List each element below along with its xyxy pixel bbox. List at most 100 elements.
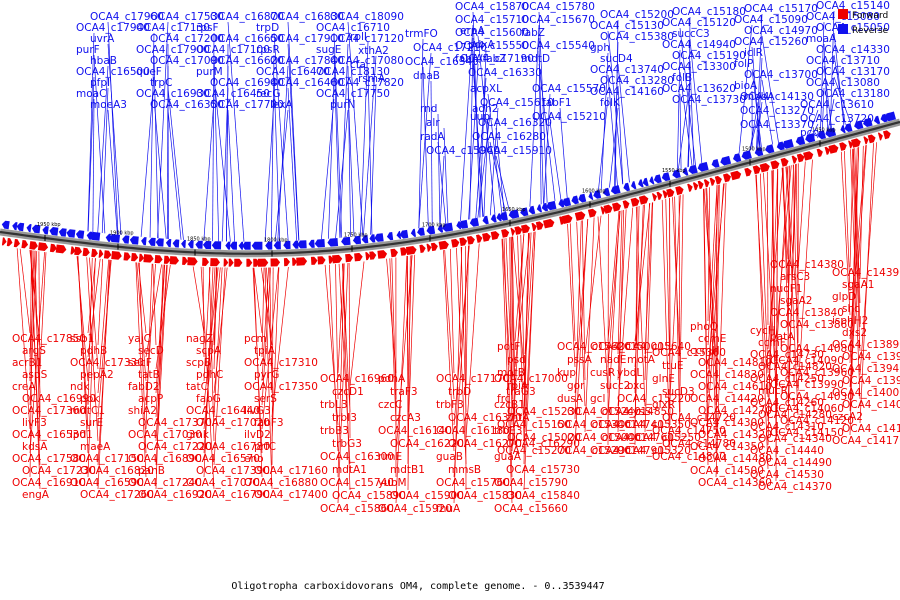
gene-label: rplI bbox=[350, 31, 367, 43]
gene-label: OCA4_c16710 bbox=[316, 22, 390, 34]
gene-label: OCA4_c15640 bbox=[617, 341, 691, 353]
leader-line bbox=[514, 234, 525, 342]
gene-label: OCA4_c13840 bbox=[770, 307, 844, 319]
tick-label: 1650 kbp bbox=[502, 207, 526, 213]
gene-arrow bbox=[21, 240, 29, 249]
gene-label: OCA4_c17400 bbox=[254, 489, 328, 501]
gene-label: OCA4_c17130 bbox=[136, 22, 210, 34]
gene-label: OCA4_c14380 bbox=[770, 259, 844, 271]
leader-line bbox=[87, 258, 96, 334]
gene-arrow bbox=[377, 250, 388, 259]
gene-label: OCA4_c15600 bbox=[455, 27, 529, 39]
gene-arrow bbox=[795, 135, 806, 146]
gene-label: OCA4_c17120 bbox=[330, 33, 404, 45]
leader-line bbox=[389, 258, 397, 426]
gene-arrow bbox=[574, 211, 586, 221]
leader-line bbox=[512, 236, 526, 381]
leader-line bbox=[823, 43, 829, 130]
gene-label: OCA4_c14320 bbox=[698, 429, 772, 441]
gene-label: traG3 bbox=[506, 386, 536, 398]
gene-label: OCA4_c16460 bbox=[270, 77, 344, 89]
gene-label: surE bbox=[80, 417, 103, 429]
gene-label: dxs2 bbox=[842, 327, 867, 339]
gene-label: sugE bbox=[316, 44, 341, 56]
gene-label: OCA4_c16140 bbox=[378, 425, 452, 437]
gene-arrow bbox=[361, 235, 369, 244]
gene-arrow bbox=[296, 257, 308, 266]
leader-line bbox=[221, 87, 229, 242]
gene-label: OCA4_c14420 bbox=[690, 393, 764, 405]
leader-line bbox=[756, 101, 763, 149]
gene-arrow bbox=[169, 256, 179, 265]
gene-label: OCA4_c14610 bbox=[698, 381, 772, 393]
gene-arrow bbox=[770, 160, 780, 170]
leader-line bbox=[465, 246, 467, 491]
leader-line bbox=[706, 188, 717, 382]
gene-label: OCA4_c15660 bbox=[494, 503, 568, 515]
gene-arrow bbox=[292, 240, 299, 249]
leader-line bbox=[787, 164, 796, 428]
leader-line bbox=[153, 54, 159, 239]
gene-arrow bbox=[26, 224, 32, 233]
gene-label: OCA4_c15360 bbox=[652, 347, 726, 359]
gene-label: pdhA bbox=[378, 373, 406, 385]
gene-label: OCA4_c16990 bbox=[22, 393, 96, 405]
gene-arrow bbox=[703, 179, 710, 188]
gene-label: OCA4_c16320 bbox=[478, 117, 552, 129]
leader-line bbox=[273, 76, 281, 242]
gene-arrow bbox=[603, 187, 611, 197]
gene-label: OCA4_c16530 bbox=[12, 429, 86, 441]
gene-label: OCA4_c16960 bbox=[320, 373, 394, 385]
leader-line bbox=[140, 76, 155, 237]
gene-label: OCA4_c16330 bbox=[468, 67, 542, 79]
gene-label: OCA4_c14720 bbox=[662, 412, 736, 424]
gene-label: OCA4_c17840 bbox=[270, 55, 344, 67]
gene-label: pdhB bbox=[80, 345, 107, 357]
gene-label: OCA4_c15780 bbox=[521, 1, 595, 13]
gene-label: ttuE bbox=[662, 360, 684, 372]
gene-arrow bbox=[131, 253, 139, 262]
gene-arrow bbox=[610, 185, 621, 195]
gene-arrow bbox=[111, 251, 122, 260]
gene-label: nadE bbox=[600, 354, 626, 366]
gene-label: ccmH bbox=[690, 345, 720, 357]
gene-label: OCA4_c14250 bbox=[750, 373, 824, 385]
gene-arrow bbox=[776, 141, 785, 151]
gene-label: OCA4_c16790 bbox=[196, 489, 270, 501]
tick-label: 1850 kbp bbox=[187, 236, 211, 242]
leader-line bbox=[781, 167, 789, 260]
gene-arrow bbox=[687, 183, 693, 192]
leader-line bbox=[152, 263, 157, 346]
leader-line bbox=[321, 98, 335, 240]
leader-line bbox=[644, 203, 650, 381]
leader-line bbox=[761, 79, 773, 145]
leader-line bbox=[524, 232, 532, 355]
gene-label: OCA4_c15910 bbox=[478, 145, 552, 157]
gene-label: OCA4_c17070 bbox=[186, 477, 260, 489]
leader-line bbox=[609, 107, 619, 188]
gene-label: phoQ bbox=[690, 321, 718, 333]
leader-line bbox=[87, 258, 96, 478]
gene-arrow bbox=[733, 153, 742, 163]
leader-line bbox=[277, 65, 289, 242]
gene-label: OCA4_c13280 bbox=[600, 75, 674, 87]
leader-line bbox=[29, 251, 45, 454]
gene-label: OCA4_c16820 bbox=[80, 465, 154, 477]
leader-line bbox=[145, 264, 162, 358]
gene-label: czcA2 bbox=[832, 411, 863, 423]
gene-arrow bbox=[154, 255, 163, 264]
gene-arrow bbox=[714, 175, 722, 185]
gene-label: OCA4_c17150 bbox=[70, 453, 144, 465]
leader-line bbox=[287, 87, 298, 241]
gene-arrow bbox=[561, 214, 573, 224]
gene-label: acrB1 bbox=[12, 357, 42, 369]
gene-arrow bbox=[630, 197, 640, 207]
leader-line bbox=[347, 21, 364, 236]
leader-line bbox=[511, 236, 516, 394]
gene-label: OCA4_c13940 bbox=[832, 363, 900, 375]
leader-line bbox=[19, 248, 31, 334]
gene-label: OCA4_c14810 bbox=[698, 357, 772, 369]
legend-forward-label: Forward bbox=[852, 11, 888, 21]
tick-label: 1450 kbp bbox=[812, 128, 836, 134]
